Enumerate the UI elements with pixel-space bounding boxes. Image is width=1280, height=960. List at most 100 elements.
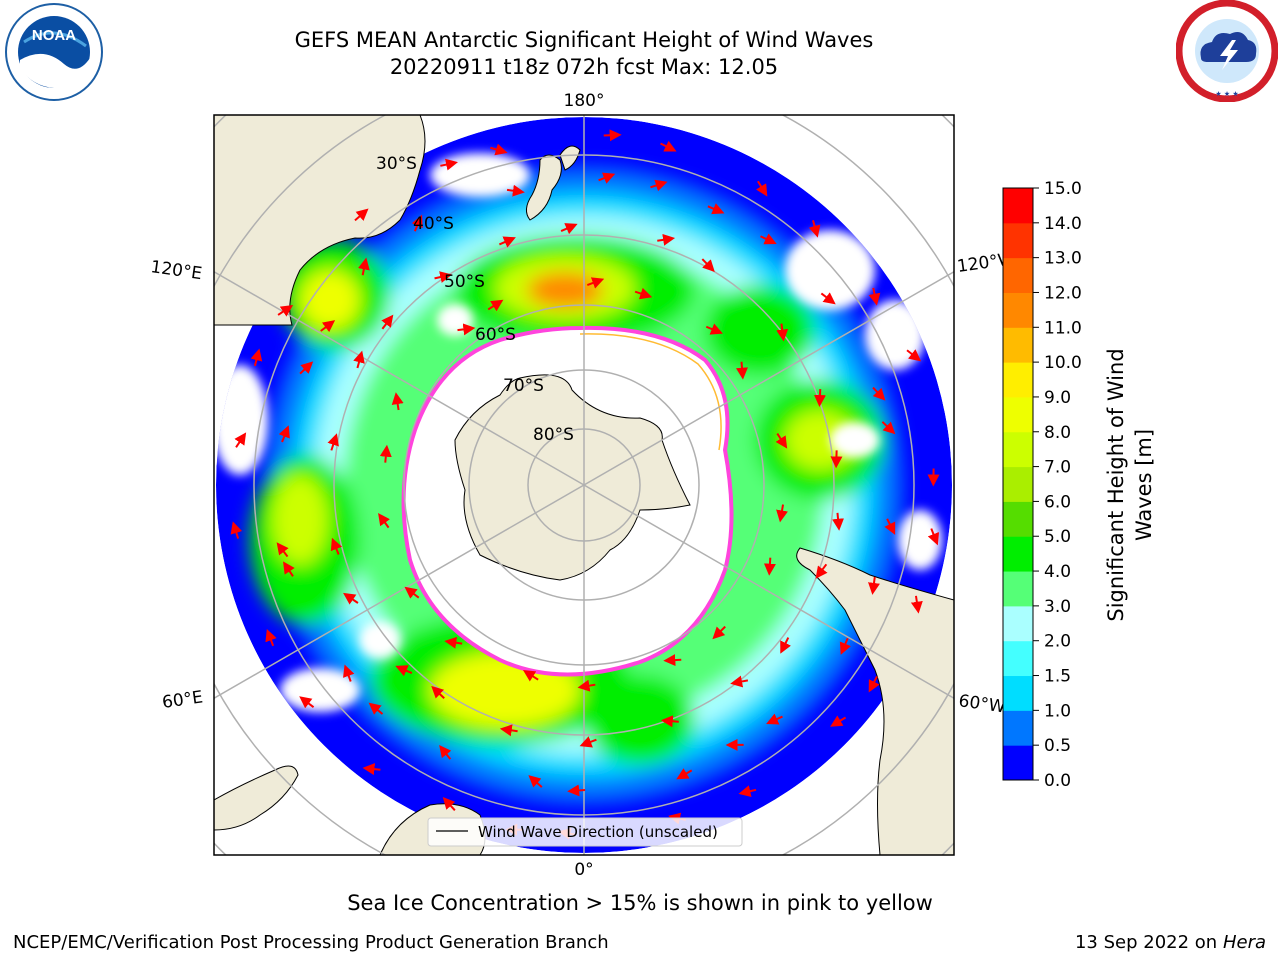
wind-arrow (634, 287, 653, 300)
legend-label: Wind Wave Direction (unscaled) (478, 823, 718, 841)
wind-arrow (808, 220, 821, 238)
wind-arrow (487, 299, 504, 312)
wind-arrow (327, 433, 339, 451)
machine-name: Hera (1222, 932, 1266, 953)
wind-arrow (906, 349, 922, 362)
branch-credit: NCEP/EMC/Verification Post Processing Pr… (13, 932, 609, 953)
wind-arrow (431, 685, 445, 699)
colorbar-swatch (1003, 257, 1033, 293)
wind-arrow (354, 208, 369, 222)
wind-arrow (815, 563, 828, 579)
colorbar-tick-label: 7.0 (1044, 458, 1071, 478)
lat-label-30s: 30°S (376, 154, 417, 174)
colorbar-tick-label: 13.0 (1044, 249, 1082, 269)
wind-arrow (560, 223, 578, 235)
wind-arrow (839, 637, 851, 655)
colorbar-tick-label: 4.0 (1044, 562, 1071, 582)
lat-label-40s: 40°S (413, 214, 454, 234)
wind-arrow (528, 775, 543, 788)
wind-arrow (320, 320, 336, 333)
wind-arrow (738, 785, 757, 797)
noaa-logo-icon: NOAA (5, 3, 103, 101)
colorbar-swatch (1003, 431, 1033, 468)
wind-arrow (230, 521, 243, 539)
colorbar-tick-label: 1.0 (1044, 701, 1071, 721)
wind-direction-arrows (230, 129, 940, 840)
wind-arrow (705, 323, 723, 335)
colorbar-tick-label: 15.0 (1044, 179, 1082, 199)
wind-arrow (660, 715, 679, 728)
colorbar-tick-label: 12.0 (1044, 283, 1082, 303)
date-text: 13 Sep 2022 on (1074, 932, 1218, 953)
wind-arrow (381, 314, 394, 330)
wind-arrow (434, 271, 453, 283)
colorbar-tick-label: 0.0 (1044, 771, 1071, 791)
lon-label-0: 0° (574, 860, 593, 880)
map-legend: Wind Wave Direction (unscaled) (427, 817, 743, 847)
colorbar-tick-label: 11.0 (1044, 318, 1082, 338)
wind-arrow (330, 537, 342, 555)
lat-label-70s: 70°S (503, 376, 544, 396)
wind-arrow (712, 625, 726, 640)
wind-arrow (440, 158, 458, 171)
wind-arrow (362, 763, 381, 776)
colorbar-tick-label: 1.5 (1044, 667, 1071, 687)
lon-label-180: 180° (564, 91, 605, 111)
colorbar-tick-label: 6.0 (1044, 492, 1071, 512)
colorbar-swatch (1003, 362, 1033, 398)
colorbar-swatch (1003, 745, 1033, 781)
lon-label-60w: 60°W (957, 691, 1006, 717)
wind-arrow (250, 348, 263, 367)
wind-arrow (444, 636, 463, 649)
wind-arrow (676, 768, 693, 780)
wind-arrow (707, 203, 725, 215)
wind-arrow (442, 796, 456, 811)
wind-arrow (780, 637, 791, 654)
colorbar-tick-label: 2.0 (1044, 632, 1071, 652)
lon-label-60e: 60°E (161, 687, 204, 712)
wind-arrow (265, 628, 277, 647)
wind-arrow (283, 561, 295, 577)
wind-arrow (868, 676, 880, 693)
lat-label-60s: 60°S (475, 325, 516, 345)
wind-arrow (776, 323, 789, 342)
wind-arrow (368, 702, 384, 715)
wind-arrow (411, 214, 423, 232)
wind-arrow (378, 513, 390, 529)
wind-arrow (663, 654, 682, 667)
wind-arrow (755, 180, 768, 197)
wind-arrow (650, 179, 668, 192)
colorbar: 0.0 0.5 1.0 1.5 2.0 3.0 4.0 5.0 6.0 7.0 8.0 9.0 10.0… (1002, 179, 1156, 791)
wind-arrow (872, 386, 886, 401)
colorbar-swatch (1003, 571, 1033, 607)
wind-arrow (395, 665, 413, 677)
colorbar-swatch (1003, 675, 1033, 711)
wind-arrow (498, 236, 516, 248)
wind-arrow (379, 444, 392, 463)
colorbar-swatch (1003, 536, 1033, 572)
colorbar-swatch (1003, 188, 1033, 224)
wind-arrow (701, 258, 715, 273)
lat-label-50s: 50°S (444, 272, 485, 292)
colorbar-tick-label: 0.5 (1044, 736, 1071, 756)
wind-arrow (234, 432, 247, 448)
wind-arrow (457, 323, 476, 336)
wind-arrow (657, 233, 676, 246)
svg-text:★ ★ ★: ★ ★ ★ (1215, 90, 1238, 98)
chart-subtitle: 20220911 t18z 072h fcst Max: 12.05 (389, 55, 779, 79)
wind-arrow (760, 233, 777, 245)
wind-arrow (343, 664, 355, 682)
wind-arrow (830, 715, 847, 727)
wind-arrow (598, 172, 616, 184)
chart-title: GEFS MEAN Antarctic Significant Height o… (294, 28, 874, 52)
wind-arrow (391, 392, 404, 411)
wind-arrow (730, 675, 749, 688)
colorbar-swatch (1003, 292, 1033, 328)
run-date: 13 Sep 2022 on Hera (1075, 932, 1266, 953)
wind-arrow (299, 696, 315, 709)
wind-arrow (832, 512, 845, 531)
colorbar-tick-label: 3.0 (1044, 597, 1071, 617)
wind-arrow (439, 745, 452, 760)
wind-arrow (766, 713, 783, 725)
